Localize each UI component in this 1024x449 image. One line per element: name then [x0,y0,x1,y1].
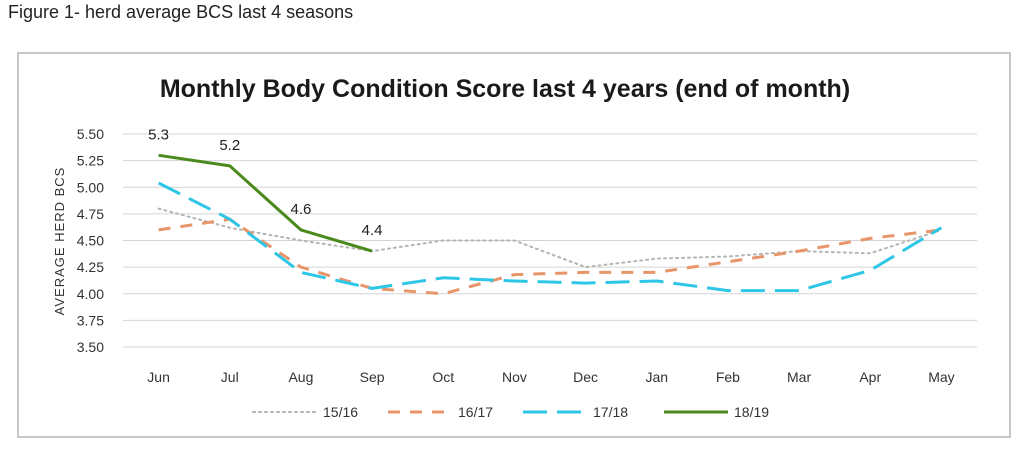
figure-caption: Figure 1- herd average BCS last 4 season… [8,2,354,22]
y-tick-label: 5.00 [77,179,104,195]
x-tick-label: Apr [859,369,881,385]
x-tick-label: Jun [147,369,170,385]
y-tick-label: 3.50 [77,339,104,355]
x-tick-label: Mar [787,369,811,385]
series-lines [157,153,943,296]
legend: 15/16 16/17 17/18 18/19 [252,404,769,420]
y-tick-label: 4.75 [77,206,104,222]
x-tick-label: Sep [360,369,385,385]
y-axis-ticks: 5.50 5.25 5.00 4.75 4.50 4.25 4.00 3.75 3.50 [77,126,104,355]
y-tick-label: 4.50 [77,233,104,249]
chart-title: Monthly Body Condition Score last 4 year… [160,75,850,103]
legend-label: 17/18 [593,404,628,420]
legend-label: 16/17 [458,404,493,420]
x-tick-label: Nov [502,369,527,385]
series-line-15-16 [157,207,943,269]
x-tick-label: Jul [221,369,239,385]
legend-label: 18/19 [734,404,769,420]
x-tick-label: Feb [716,369,740,385]
data-label: 4.6 [290,201,311,218]
x-axis-ticks: Jun Jul Aug Sep Oct Nov Dec Jan Feb Mar Apr May [147,369,954,385]
y-tick-label: 4.00 [77,286,104,302]
y-tick-label: 3.75 [77,312,104,328]
x-tick-label: Dec [573,369,598,385]
data-label: 5.2 [219,137,240,154]
data-label: 5.3 [148,126,169,143]
series-line-17-18 [157,181,943,293]
series-line-18-19 [158,153,373,253]
x-tick-label: Jan [645,369,668,385]
y-tick-label: 5.50 [77,126,104,142]
chart-frame [17,52,1011,438]
data-labels: 5.3 5.2 4.6 4.4 [148,126,382,239]
legend-label: 15/16 [323,404,358,420]
y-tick-label: 4.25 [77,259,104,275]
data-label: 4.4 [362,222,383,239]
y-tick-label: 5.25 [77,153,104,169]
x-tick-label: Aug [288,369,313,385]
x-tick-label: Oct [432,369,454,385]
series-line-16-17 [158,217,942,296]
x-tick-label: May [928,369,954,385]
gridlines [123,133,977,348]
y-axis-label: AVERAGE HERD BCS [52,167,67,316]
